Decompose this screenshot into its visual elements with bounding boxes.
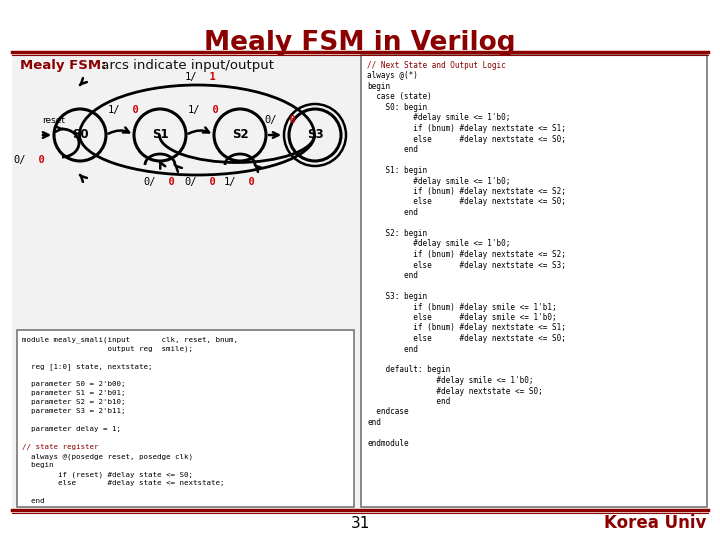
Text: #delay smile <= 1'b0;: #delay smile <= 1'b0; bbox=[367, 177, 510, 186]
Text: parameter S3 = 2'b11;: parameter S3 = 2'b11; bbox=[22, 408, 125, 414]
Text: else       #delay state <= nextstate;: else #delay state <= nextstate; bbox=[22, 480, 225, 486]
Text: endcase: endcase bbox=[367, 408, 409, 416]
Text: S0: S0 bbox=[72, 129, 89, 141]
Text: // state register: // state register bbox=[22, 444, 99, 450]
Text: if (bnum) #delay nextstate <= S1;: if (bnum) #delay nextstate <= S1; bbox=[367, 323, 566, 333]
Text: #delay smile <= 1'b0;: #delay smile <= 1'b0; bbox=[367, 240, 510, 248]
Text: else      #delay smile <= 1'b0;: else #delay smile <= 1'b0; bbox=[367, 313, 557, 322]
Text: 1/: 1/ bbox=[187, 105, 200, 115]
Text: 0: 0 bbox=[236, 177, 255, 187]
Text: always @(posedge reset, posedge clk): always @(posedge reset, posedge clk) bbox=[22, 453, 193, 460]
Text: S0: begin: S0: begin bbox=[367, 103, 427, 112]
Text: reg [1:0] state, nextstate;: reg [1:0] state, nextstate; bbox=[22, 363, 153, 370]
Text: 0: 0 bbox=[200, 105, 219, 115]
Text: reset: reset bbox=[42, 116, 65, 125]
Text: if (bnum) #delay nextstate <= S2;: if (bnum) #delay nextstate <= S2; bbox=[367, 250, 566, 259]
FancyBboxPatch shape bbox=[12, 54, 708, 508]
Text: 0: 0 bbox=[277, 115, 296, 125]
Text: default: begin: default: begin bbox=[367, 366, 450, 375]
Text: case (state): case (state) bbox=[367, 92, 432, 102]
Text: end: end bbox=[367, 345, 418, 354]
Text: S1: begin: S1: begin bbox=[367, 166, 427, 175]
Text: parameter S0 = 2'b00;: parameter S0 = 2'b00; bbox=[22, 381, 125, 387]
Text: parameter S2 = 2'b10;: parameter S2 = 2'b10; bbox=[22, 399, 125, 405]
Text: 1: 1 bbox=[197, 72, 216, 82]
Text: Mealy FSM in Verilog: Mealy FSM in Verilog bbox=[204, 30, 516, 56]
Text: S2: begin: S2: begin bbox=[367, 229, 427, 238]
Text: else      #delay nextstate <= S0;: else #delay nextstate <= S0; bbox=[367, 198, 566, 206]
Text: 1/: 1/ bbox=[223, 177, 236, 187]
Text: parameter S1 = 2'b01;: parameter S1 = 2'b01; bbox=[22, 390, 125, 396]
Text: output reg  smile);: output reg smile); bbox=[22, 345, 193, 352]
Text: 0/: 0/ bbox=[143, 177, 156, 187]
Text: if (bnum) #delay nextstate <= S2;: if (bnum) #delay nextstate <= S2; bbox=[367, 187, 566, 196]
Text: end: end bbox=[22, 498, 45, 504]
Text: else      #delay nextstate <= S0;: else #delay nextstate <= S0; bbox=[367, 134, 566, 144]
Text: Korea Univ: Korea Univ bbox=[603, 514, 706, 532]
Text: 0: 0 bbox=[26, 155, 45, 165]
Text: S3: S3 bbox=[307, 129, 323, 141]
Text: S2: S2 bbox=[232, 129, 248, 141]
Text: begin: begin bbox=[22, 462, 53, 468]
Text: arcs indicate input/output: arcs indicate input/output bbox=[97, 59, 274, 72]
Text: #delay smile <= 1'b0;: #delay smile <= 1'b0; bbox=[367, 113, 510, 123]
Text: #delay smile <= 1'b0;: #delay smile <= 1'b0; bbox=[367, 376, 534, 385]
Text: end: end bbox=[367, 208, 418, 217]
Text: if (bnum) #delay smile <= 1'b1;: if (bnum) #delay smile <= 1'b1; bbox=[367, 302, 557, 312]
Text: 31: 31 bbox=[351, 516, 369, 530]
Text: 1/: 1/ bbox=[107, 105, 120, 115]
Text: end: end bbox=[367, 271, 418, 280]
Text: else      #delay nextstate <= S0;: else #delay nextstate <= S0; bbox=[367, 334, 566, 343]
Text: parameter delay = 1;: parameter delay = 1; bbox=[22, 426, 121, 432]
Text: #delay nextstate <= S0;: #delay nextstate <= S0; bbox=[367, 387, 543, 395]
Text: 0/: 0/ bbox=[264, 115, 277, 125]
Text: if (reset) #delay state <= S0;: if (reset) #delay state <= S0; bbox=[22, 471, 193, 477]
Text: endmodule: endmodule bbox=[367, 439, 409, 448]
Text: module mealy_smali(input       clk, reset, bnum,: module mealy_smali(input clk, reset, bnu… bbox=[22, 336, 238, 343]
FancyBboxPatch shape bbox=[361, 55, 707, 507]
Text: 0: 0 bbox=[120, 105, 139, 115]
Text: 0: 0 bbox=[197, 177, 216, 187]
Text: 0: 0 bbox=[156, 177, 175, 187]
Text: 0/: 0/ bbox=[14, 155, 26, 165]
Text: end: end bbox=[367, 397, 450, 406]
Text: end: end bbox=[367, 418, 381, 427]
Text: 1/: 1/ bbox=[184, 72, 197, 82]
Text: Mealy FSM:: Mealy FSM: bbox=[20, 59, 107, 72]
Text: S1: S1 bbox=[152, 129, 168, 141]
Text: if (bnum) #delay nextstate <= S1;: if (bnum) #delay nextstate <= S1; bbox=[367, 124, 566, 133]
FancyBboxPatch shape bbox=[17, 330, 354, 507]
Text: always @(*): always @(*) bbox=[367, 71, 418, 80]
Text: S3: begin: S3: begin bbox=[367, 292, 427, 301]
Text: else      #delay nextstate <= S3;: else #delay nextstate <= S3; bbox=[367, 260, 566, 269]
Text: 0/: 0/ bbox=[184, 177, 197, 187]
Text: // Next State and Output Logic: // Next State and Output Logic bbox=[367, 61, 505, 70]
Text: end: end bbox=[367, 145, 418, 154]
Text: begin: begin bbox=[367, 82, 390, 91]
